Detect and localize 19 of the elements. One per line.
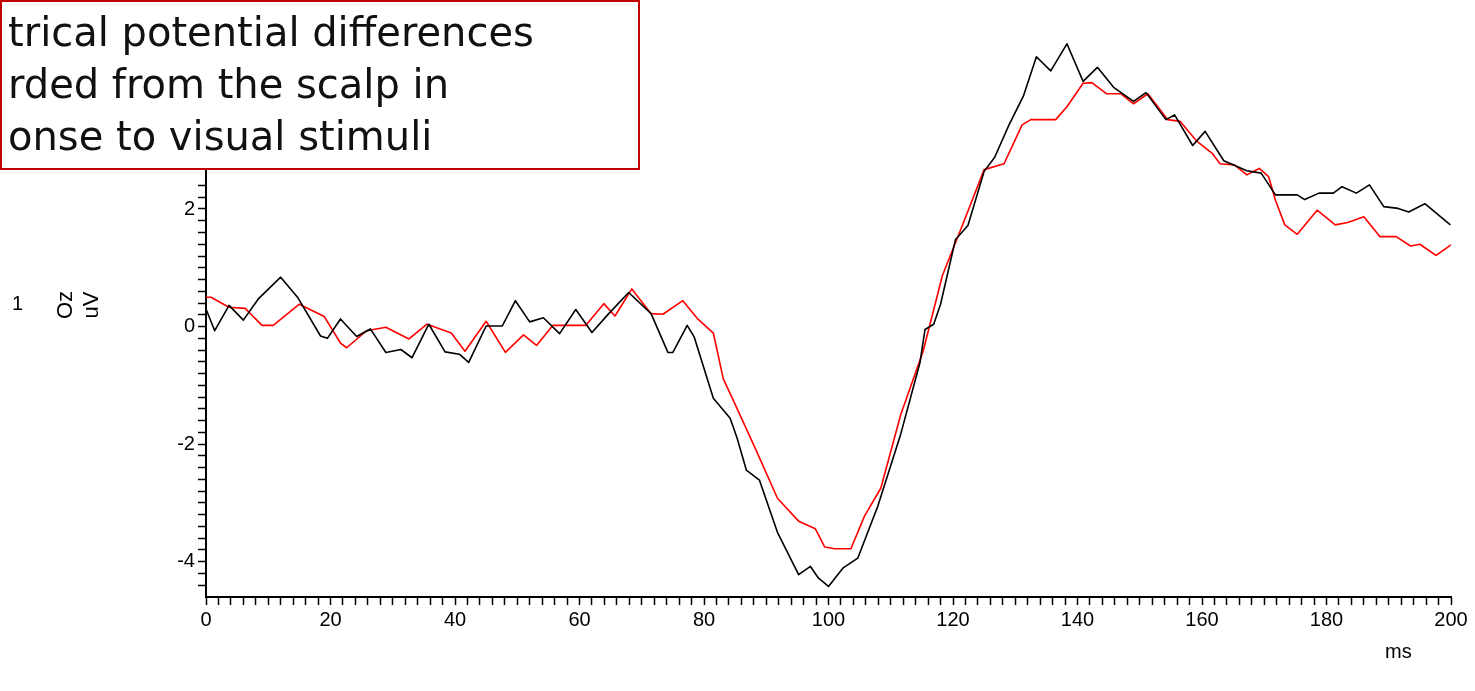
x-tick-label: 120 xyxy=(936,607,970,630)
y-tick-label: 2 xyxy=(183,196,195,219)
x-tick-label: 80 xyxy=(692,607,716,630)
y-tick-label: -2 xyxy=(177,431,195,454)
x-tick-label: 140 xyxy=(1060,607,1095,630)
y-tick-label: 0 xyxy=(183,314,195,337)
y-tick-label: -4 xyxy=(177,549,195,572)
x-tick-label: 100 xyxy=(811,607,846,630)
x-tick-label: 40 xyxy=(443,607,467,630)
text: 1 xyxy=(12,292,24,315)
x-tick-label: 0 xyxy=(200,607,212,630)
x-tick-label: 160 xyxy=(1185,607,1219,630)
y-axis-title: Oz uV xyxy=(52,290,104,320)
x-axis-title: ms xyxy=(1385,640,1412,663)
x-tick-label: 20 xyxy=(319,607,342,630)
x-tick-label: 200 xyxy=(1434,607,1468,630)
annotation: trical potential differences rded from the scalp in onse to visual stimuli xyxy=(0,0,640,170)
x-tick-label: 180 xyxy=(1309,607,1344,630)
x-tick-label: 60 xyxy=(568,607,591,630)
